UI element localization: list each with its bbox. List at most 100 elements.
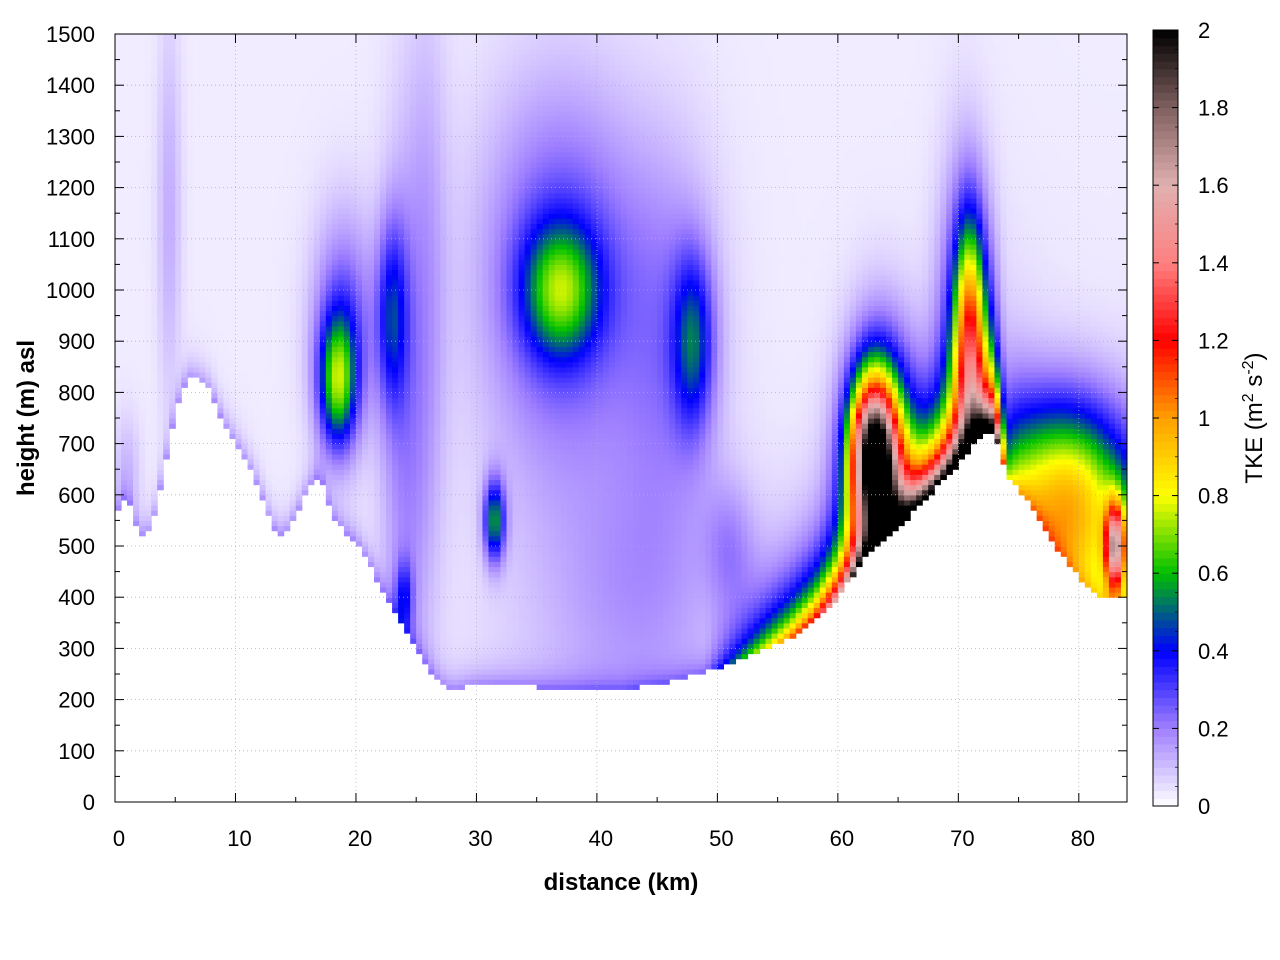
heatmap-cell <box>260 285 267 291</box>
heatmap-cell <box>157 454 164 460</box>
heatmap-cell <box>139 60 146 66</box>
heatmap-cell <box>404 60 411 66</box>
heatmap-cell <box>169 223 176 229</box>
heatmap-cell <box>151 152 158 158</box>
heatmap-cell <box>404 167 411 173</box>
heatmap-cell <box>386 316 393 322</box>
heatmap-cell <box>314 270 321 276</box>
heatmap-cell <box>235 193 242 199</box>
heatmap-cell <box>169 295 176 301</box>
heatmap-cell <box>428 464 435 470</box>
heatmap-cell <box>260 157 267 163</box>
heatmap-cell <box>302 310 309 316</box>
heatmap-cell <box>368 65 375 71</box>
heatmap-cell <box>127 106 134 112</box>
heatmap-cell <box>211 157 218 163</box>
heatmap-cell <box>175 244 182 250</box>
heatmap-cell <box>308 377 315 383</box>
heatmap-cell <box>428 623 435 629</box>
heatmap-cell <box>145 285 152 291</box>
heatmap-cell <box>404 188 411 194</box>
heatmap-cell <box>272 479 279 485</box>
heatmap-cell <box>242 111 249 117</box>
heatmap-cell <box>181 285 188 291</box>
heatmap-cell <box>127 377 134 383</box>
heatmap-cell <box>133 357 140 363</box>
heatmap-cell <box>350 218 357 224</box>
heatmap-cell <box>235 182 242 188</box>
heatmap-cell <box>254 90 261 96</box>
heatmap-cell <box>175 95 182 101</box>
heatmap-cell <box>223 208 230 214</box>
heatmap-cell <box>410 111 417 117</box>
heatmap-cell <box>133 490 140 496</box>
heatmap-cell <box>115 408 122 414</box>
heatmap-cell <box>193 44 200 50</box>
heatmap-cell <box>428 469 435 475</box>
heatmap-cell <box>248 136 255 142</box>
heatmap-cell <box>356 479 363 485</box>
heatmap-cell <box>308 157 315 163</box>
heatmap-cell <box>169 157 176 163</box>
heatmap-cell <box>235 90 242 96</box>
heatmap-cell <box>338 198 345 204</box>
heatmap-cell <box>163 126 170 132</box>
heatmap-cell <box>416 90 423 96</box>
heatmap-cell <box>326 106 333 112</box>
heatmap-cell <box>398 474 405 480</box>
heatmap-cell <box>404 495 411 501</box>
heatmap-cell <box>428 531 435 537</box>
heatmap-cell <box>362 244 369 250</box>
heatmap-cell <box>410 295 417 301</box>
heatmap-cell <box>356 485 363 491</box>
heatmap-cell <box>338 90 345 96</box>
heatmap-cell <box>151 54 158 60</box>
heatmap-cell <box>260 142 267 148</box>
heatmap-cell <box>368 454 375 460</box>
heatmap-cell <box>127 234 134 240</box>
heatmap-cell <box>356 152 363 158</box>
heatmap-cell <box>362 264 369 270</box>
heatmap-cell <box>278 485 285 491</box>
heatmap-cell <box>398 572 405 578</box>
heatmap-cell <box>278 142 285 148</box>
heatmap-cell <box>199 136 206 142</box>
heatmap-cell <box>235 362 242 368</box>
heatmap-cell <box>151 121 158 127</box>
heatmap-cell <box>121 136 128 142</box>
heatmap-cell <box>121 44 128 50</box>
heatmap-cell <box>193 239 200 245</box>
heatmap-cell <box>392 239 399 245</box>
heatmap-cell <box>127 131 134 137</box>
heatmap-cell <box>296 126 303 132</box>
heatmap-cell <box>181 34 188 40</box>
heatmap-cell <box>392 85 399 91</box>
heatmap-cell <box>398 566 405 572</box>
heatmap-cell <box>260 172 267 178</box>
heatmap-cell <box>175 39 182 45</box>
heatmap-cell <box>115 423 122 429</box>
heatmap-cell <box>272 280 279 286</box>
heatmap-cell <box>416 392 423 398</box>
heatmap-cell <box>223 229 230 235</box>
heatmap-cell <box>181 177 188 183</box>
heatmap-cell <box>181 305 188 311</box>
heatmap-cell <box>404 300 411 306</box>
heatmap-cell <box>242 121 249 127</box>
heatmap-cell <box>338 382 345 388</box>
heatmap-cell <box>205 351 212 357</box>
heatmap-cell <box>115 270 122 276</box>
heatmap-cell <box>386 85 393 91</box>
heatmap-cell <box>115 162 122 168</box>
heatmap-cell <box>356 259 363 265</box>
heatmap-cell <box>386 479 393 485</box>
heatmap-cell <box>133 285 140 291</box>
heatmap-cell <box>223 346 230 352</box>
heatmap-cell <box>374 444 381 450</box>
heatmap-cell <box>290 152 297 158</box>
heatmap-cell <box>127 474 134 480</box>
heatmap-cell <box>416 111 423 117</box>
heatmap-cell <box>278 213 285 219</box>
heatmap-cell <box>169 106 176 112</box>
heatmap-cell <box>223 90 230 96</box>
